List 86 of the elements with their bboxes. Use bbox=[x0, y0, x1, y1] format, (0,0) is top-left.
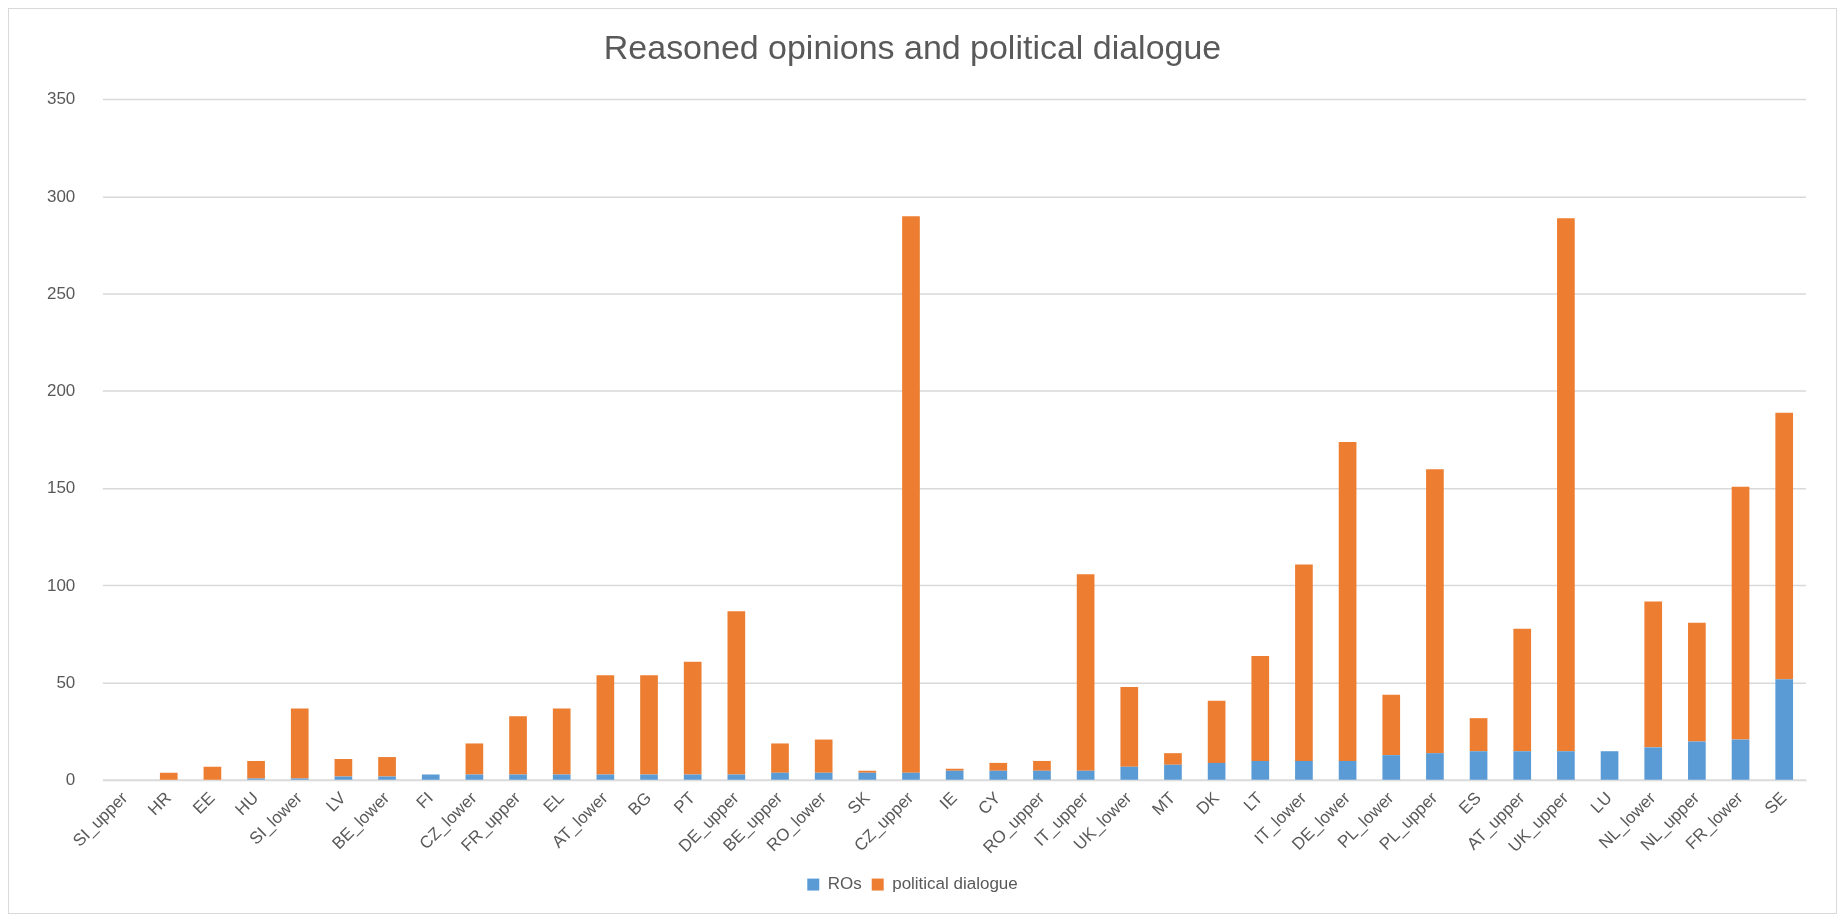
bar bbox=[1033, 770, 1051, 780]
bar bbox=[596, 675, 615, 775]
bar bbox=[552, 708, 571, 775]
bar bbox=[683, 661, 702, 775]
bar bbox=[465, 743, 484, 775]
bar bbox=[814, 739, 833, 773]
bar bbox=[1382, 694, 1401, 756]
bar bbox=[334, 776, 353, 780]
bar bbox=[945, 770, 964, 780]
bar bbox=[1426, 753, 1444, 780]
bar bbox=[596, 774, 615, 780]
y-tick-label: 150 bbox=[46, 478, 76, 498]
bar bbox=[902, 772, 920, 780]
bar bbox=[1120, 687, 1139, 767]
legend-label: political dialogue bbox=[892, 874, 1018, 894]
bar bbox=[1120, 766, 1139, 780]
y-tick-label: 200 bbox=[46, 381, 76, 401]
bar bbox=[1338, 441, 1357, 761]
y-tick-label: 350 bbox=[46, 89, 76, 109]
bar bbox=[1775, 679, 1794, 780]
x-tick-label: HR bbox=[144, 788, 175, 820]
x-tick-label: SE bbox=[1760, 788, 1791, 818]
bar bbox=[727, 611, 746, 775]
y-tick-label: 50 bbox=[56, 672, 76, 692]
bar bbox=[1513, 628, 1532, 752]
bar bbox=[1775, 412, 1794, 680]
bar bbox=[989, 762, 1008, 771]
bar bbox=[1426, 469, 1444, 754]
bar bbox=[771, 772, 789, 780]
y-tick-label: 100 bbox=[46, 575, 76, 595]
bar bbox=[1600, 751, 1619, 780]
bar bbox=[203, 766, 222, 780]
bar bbox=[1731, 739, 1750, 780]
bar bbox=[290, 708, 309, 779]
bar bbox=[552, 774, 571, 780]
bar bbox=[421, 774, 440, 780]
bar bbox=[1731, 486, 1750, 740]
bar bbox=[1688, 622, 1706, 742]
bar bbox=[1382, 755, 1401, 780]
bar bbox=[247, 760, 265, 779]
bar bbox=[509, 774, 527, 780]
bar bbox=[1076, 770, 1095, 780]
bar bbox=[989, 770, 1008, 780]
bar bbox=[1513, 751, 1532, 780]
y-tick-label: 300 bbox=[46, 186, 76, 206]
x-tick-label: IE bbox=[935, 788, 961, 814]
bar bbox=[1295, 760, 1313, 780]
chart-title: Reasoned opinions and political dialogue bbox=[603, 27, 1222, 66]
x-tick-label: BG bbox=[624, 788, 656, 820]
bar bbox=[640, 774, 658, 780]
bar bbox=[1469, 751, 1488, 780]
bar bbox=[1207, 762, 1226, 780]
bar bbox=[1644, 601, 1663, 748]
bar bbox=[1033, 760, 1051, 771]
bar bbox=[1295, 564, 1313, 761]
bar bbox=[814, 772, 833, 780]
bar bbox=[727, 774, 746, 780]
bar bbox=[1251, 655, 1270, 761]
bar bbox=[640, 675, 658, 775]
bar bbox=[159, 772, 178, 780]
bar bbox=[683, 774, 702, 780]
bar bbox=[1644, 747, 1663, 780]
bar bbox=[1251, 760, 1270, 780]
bar bbox=[465, 774, 484, 780]
legend-label: ROs bbox=[827, 874, 862, 894]
x-tick-label: DK bbox=[1192, 787, 1224, 819]
bar bbox=[858, 772, 877, 780]
bar bbox=[1164, 753, 1182, 765]
bar bbox=[378, 776, 396, 780]
bar bbox=[1338, 760, 1357, 780]
bar bbox=[378, 757, 396, 777]
x-tick-label: EE bbox=[189, 788, 219, 818]
x-tick-label: MT bbox=[1148, 788, 1180, 820]
bar bbox=[1207, 700, 1226, 763]
bar bbox=[1557, 751, 1575, 780]
bar bbox=[334, 759, 353, 777]
bar bbox=[509, 716, 527, 775]
bar bbox=[1076, 574, 1095, 771]
bar bbox=[771, 743, 789, 773]
bar bbox=[1688, 741, 1706, 780]
bar bbox=[1164, 764, 1182, 780]
bar bbox=[1557, 218, 1575, 752]
y-tick-label: 0 bbox=[65, 770, 76, 790]
bar bbox=[902, 216, 920, 773]
bar bbox=[1469, 718, 1488, 752]
y-tick-label: 250 bbox=[46, 283, 76, 303]
